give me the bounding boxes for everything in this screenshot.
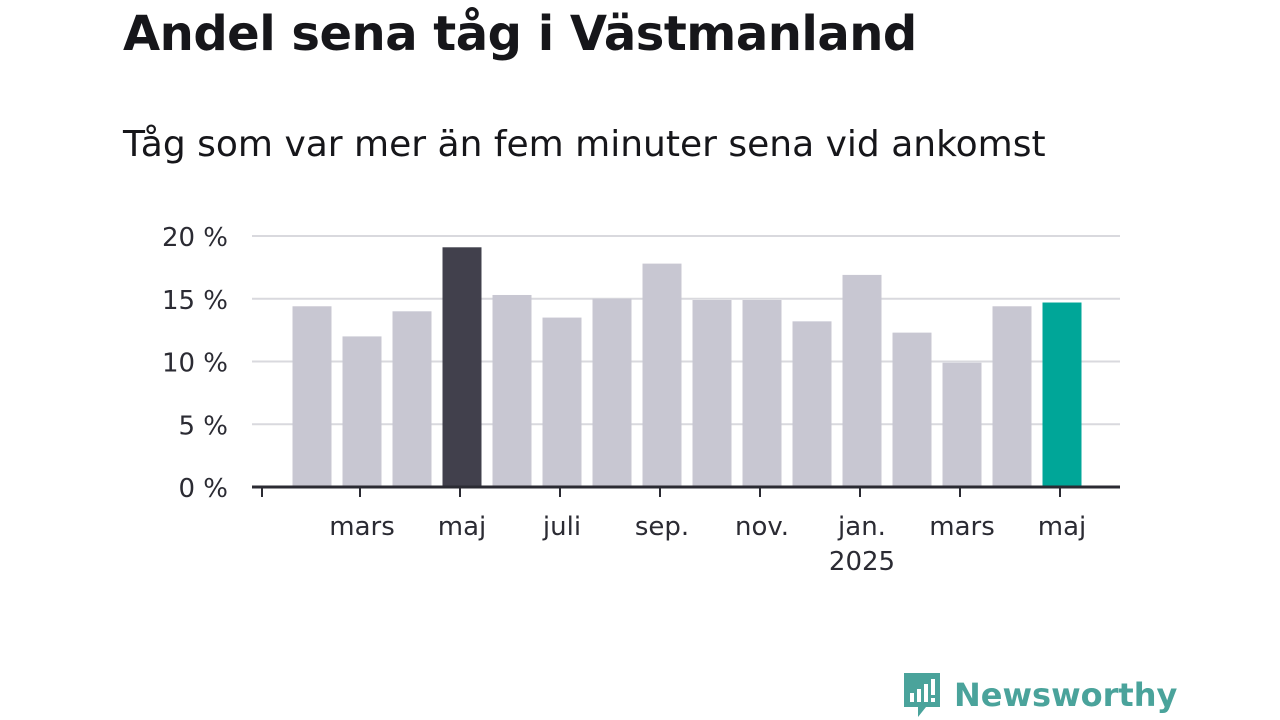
x-tick-label: maj [438, 512, 486, 542]
bar [1042, 302, 1082, 487]
y-tick-label: 20 % [162, 223, 228, 253]
bar [792, 321, 832, 487]
bar [942, 362, 982, 487]
chart-subtitle: Tåg som var mer än fem minuter sena vid … [123, 124, 1046, 165]
bar [642, 263, 682, 487]
bar [442, 247, 482, 487]
bar [292, 306, 332, 487]
y-tick-label: 10 % [162, 349, 228, 379]
bar [992, 306, 1032, 487]
brand-name: Newsworthy [954, 676, 1178, 714]
y-tick-label: 15 % [162, 286, 228, 316]
brand-logo: Newsworthy [902, 671, 1177, 719]
bar [842, 274, 882, 487]
x-tick-label: maj [1038, 512, 1086, 542]
x-tick-label: nov. [735, 512, 789, 542]
newsworthy-logo-icon [904, 673, 940, 717]
y-tick-label: 5 % [178, 411, 228, 441]
bar [342, 336, 382, 487]
bar [892, 332, 932, 487]
x-tick-label: mars [929, 512, 995, 542]
x-tick-year-label: 2025 [829, 547, 895, 577]
bar [542, 317, 582, 487]
bar [392, 311, 432, 487]
chart-title: Andel sena tåg i Västmanland [123, 6, 917, 62]
bar [742, 300, 782, 487]
x-tick-label: sep. [635, 512, 689, 542]
y-tick-label: 0 % [178, 474, 228, 504]
x-tick-label: juli [542, 512, 581, 542]
bar [492, 294, 532, 487]
bar [692, 300, 732, 487]
x-tick-label: mars [329, 512, 395, 542]
x-tick-label: jan. [837, 512, 886, 542]
bar [592, 298, 632, 487]
